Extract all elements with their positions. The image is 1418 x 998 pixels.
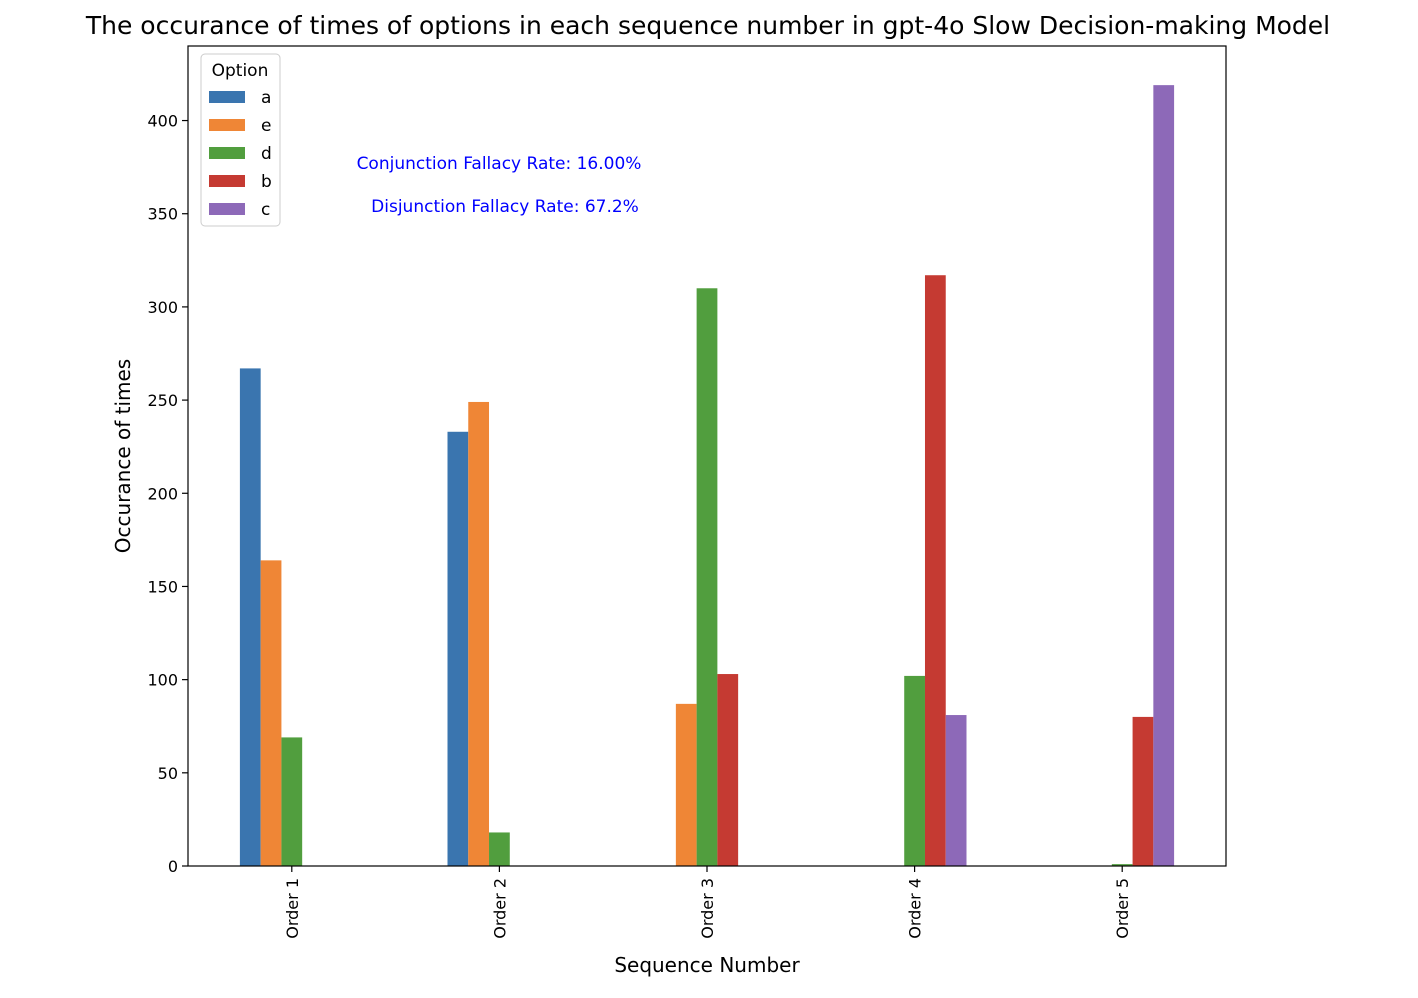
- bar-b-5: [1132, 716, 1154, 866]
- y-tick-label: 400: [147, 112, 178, 131]
- bar-e-3: [675, 703, 697, 866]
- y-axis-label: Occurance of times: [111, 359, 135, 553]
- x-tick-label: Order 5: [1113, 878, 1132, 939]
- bar-d-2: [489, 832, 510, 866]
- disjunction-fallacy-annotation: Disjunction Fallacy Rate: 67.2%: [371, 197, 639, 217]
- x-axis-ticks: Order 1 Order 2 Order 3 Order 4 Order 5: [283, 866, 1132, 939]
- bars-group: [239, 85, 1175, 867]
- y-tick-label: 300: [147, 298, 178, 317]
- legend-title: Option: [212, 61, 269, 81]
- x-tick-label: Order 3: [698, 878, 717, 939]
- legend-swatch-d: [209, 147, 245, 159]
- y-tick-label: 250: [147, 391, 178, 410]
- y-tick-label: 350: [147, 205, 178, 224]
- y-tick-label: 100: [147, 671, 178, 690]
- bar-d-1: [281, 737, 303, 866]
- legend-label-e: e: [261, 116, 271, 136]
- y-tick-label: 150: [147, 577, 178, 596]
- bar-a-1: [239, 368, 261, 866]
- chart-title: The occurance of times of options in eac…: [85, 11, 1330, 40]
- bar-d-5: [1111, 864, 1133, 866]
- bar-a-2: [447, 431, 469, 866]
- x-tick-label: Order 2: [490, 878, 509, 939]
- legend-swatch-a: [209, 91, 245, 103]
- bar-b-4: [924, 275, 946, 866]
- x-tick-label: Order 1: [283, 878, 302, 939]
- bar-e-2: [468, 401, 490, 866]
- y-tick-label: 200: [147, 484, 178, 503]
- legend-swatch-e: [209, 119, 245, 131]
- y-tick-label: 0: [168, 857, 178, 876]
- y-axis-ticks: 0 50 100 150 200 250 300 350 400: [147, 112, 188, 876]
- legend-swatch-b: [209, 175, 245, 187]
- x-tick-label: Order 4: [906, 878, 925, 939]
- x-axis-label: Sequence Number: [614, 953, 800, 977]
- bar-c-5: [1153, 85, 1175, 867]
- bar-c-4: [945, 715, 967, 866]
- bar-d-3: [696, 288, 718, 867]
- conjunction-fallacy-annotation: Conjunction Fallacy Rate: 16.00%: [357, 154, 642, 174]
- legend-swatch-c: [209, 203, 245, 215]
- bar-e-1: [260, 560, 282, 866]
- bar-d-4: [904, 675, 925, 866]
- legend-label-c: c: [261, 200, 270, 220]
- legend-label-d: d: [261, 144, 272, 164]
- legend-label-a: a: [261, 88, 271, 108]
- bar-b-3: [717, 674, 739, 866]
- y-tick-label: 50: [158, 764, 178, 783]
- legend-label-b: b: [261, 172, 272, 192]
